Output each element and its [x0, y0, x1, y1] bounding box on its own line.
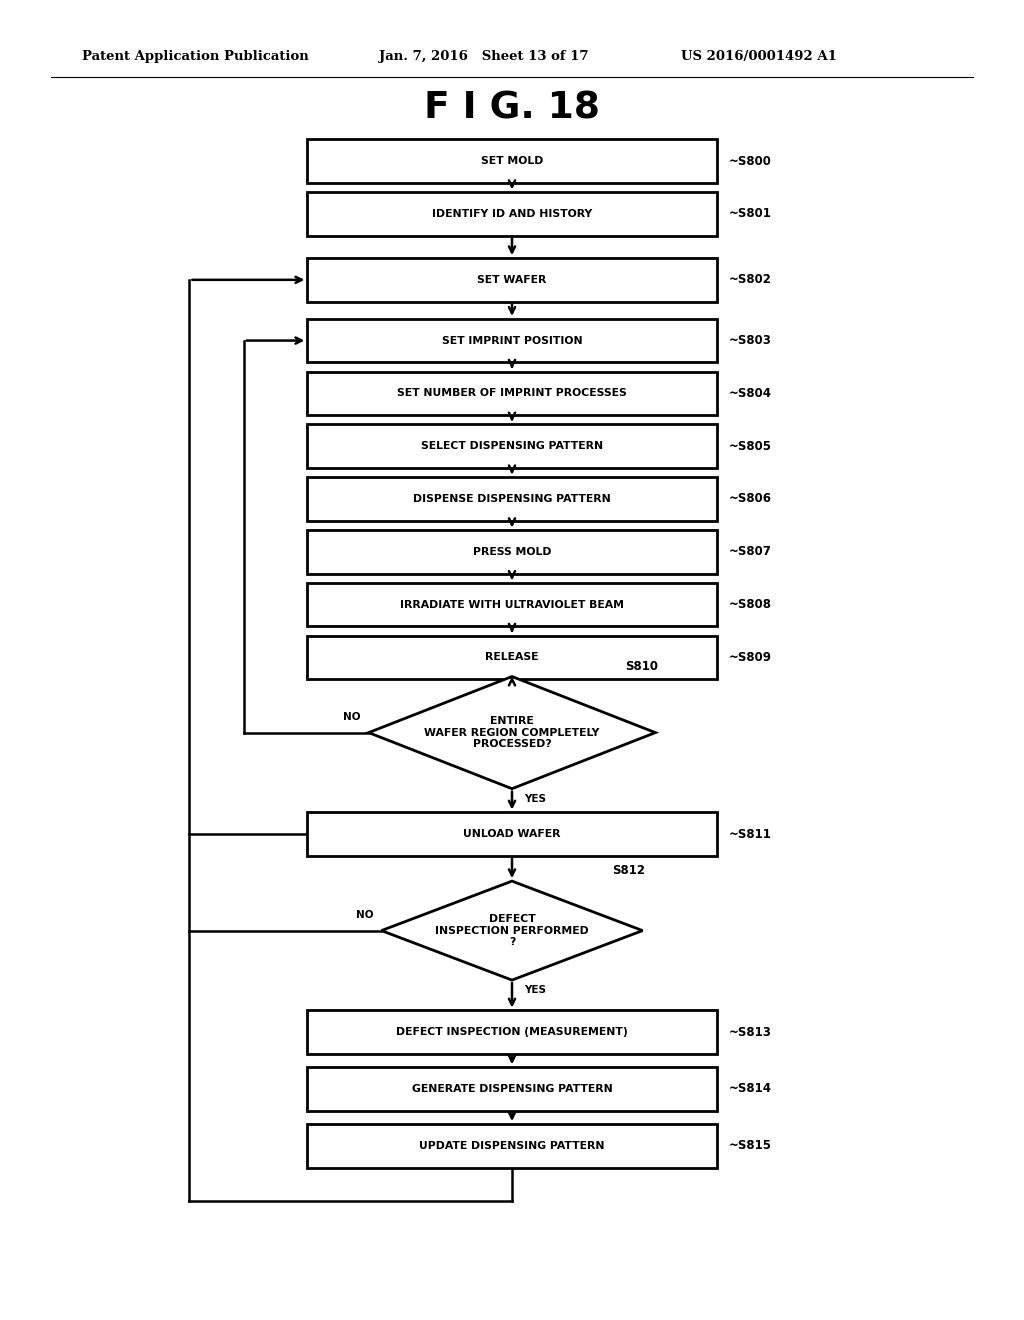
- Text: UPDATE DISPENSING PATTERN: UPDATE DISPENSING PATTERN: [419, 1140, 605, 1151]
- Text: ~S815: ~S815: [729, 1139, 772, 1152]
- FancyBboxPatch shape: [307, 372, 717, 414]
- Text: DEFECT
INSPECTION PERFORMED
?: DEFECT INSPECTION PERFORMED ?: [435, 913, 589, 948]
- Text: ~S809: ~S809: [729, 651, 772, 664]
- Text: PRESS MOLD: PRESS MOLD: [473, 546, 551, 557]
- Text: ~S811: ~S811: [729, 828, 772, 841]
- FancyBboxPatch shape: [307, 424, 717, 467]
- Text: F I G. 18: F I G. 18: [424, 90, 600, 127]
- Text: S810: S810: [625, 660, 657, 672]
- Text: ~S807: ~S807: [729, 545, 772, 558]
- Text: ~S802: ~S802: [729, 273, 772, 286]
- Text: SET WAFER: SET WAFER: [477, 275, 547, 285]
- Text: YES: YES: [524, 795, 546, 804]
- FancyBboxPatch shape: [307, 477, 717, 520]
- Text: ~S803: ~S803: [729, 334, 772, 347]
- Text: ~S804: ~S804: [729, 387, 772, 400]
- Text: IDENTIFY ID AND HISTORY: IDENTIFY ID AND HISTORY: [432, 209, 592, 219]
- Text: DEFECT INSPECTION (MEASUREMENT): DEFECT INSPECTION (MEASUREMENT): [396, 1027, 628, 1038]
- FancyBboxPatch shape: [307, 529, 717, 573]
- Text: ~S814: ~S814: [729, 1082, 772, 1096]
- Text: US 2016/0001492 A1: US 2016/0001492 A1: [681, 50, 837, 63]
- Text: RELEASE: RELEASE: [485, 652, 539, 663]
- Text: GENERATE DISPENSING PATTERN: GENERATE DISPENSING PATTERN: [412, 1084, 612, 1094]
- Text: SET MOLD: SET MOLD: [481, 156, 543, 166]
- Text: UNLOAD WAFER: UNLOAD WAFER: [463, 829, 561, 840]
- FancyBboxPatch shape: [307, 1123, 717, 1167]
- Text: ~S800: ~S800: [729, 154, 772, 168]
- Text: Jan. 7, 2016   Sheet 13 of 17: Jan. 7, 2016 Sheet 13 of 17: [379, 50, 589, 63]
- FancyBboxPatch shape: [307, 140, 717, 182]
- FancyBboxPatch shape: [307, 191, 717, 235]
- Text: DISPENSE DISPENSING PATTERN: DISPENSE DISPENSING PATTERN: [413, 494, 611, 504]
- Text: ~S805: ~S805: [729, 440, 772, 453]
- FancyBboxPatch shape: [307, 1067, 717, 1111]
- Text: ENTIRE
WAFER REGION COMPLETELY
PROCESSED?: ENTIRE WAFER REGION COMPLETELY PROCESSED…: [424, 715, 600, 750]
- Text: SET NUMBER OF IMPRINT PROCESSES: SET NUMBER OF IMPRINT PROCESSES: [397, 388, 627, 399]
- FancyBboxPatch shape: [307, 1011, 717, 1053]
- Text: SET IMPRINT POSITION: SET IMPRINT POSITION: [441, 335, 583, 346]
- Text: ~S808: ~S808: [729, 598, 772, 611]
- Text: ~S813: ~S813: [729, 1026, 772, 1039]
- FancyBboxPatch shape: [307, 259, 717, 301]
- Text: IRRADIATE WITH ULTRAVIOLET BEAM: IRRADIATE WITH ULTRAVIOLET BEAM: [400, 599, 624, 610]
- Text: NO: NO: [355, 909, 373, 920]
- FancyBboxPatch shape: [307, 582, 717, 626]
- FancyBboxPatch shape: [307, 636, 717, 678]
- FancyBboxPatch shape: [307, 813, 717, 857]
- Text: Patent Application Publication: Patent Application Publication: [82, 50, 308, 63]
- Text: S812: S812: [611, 865, 645, 878]
- Polygon shape: [369, 676, 655, 788]
- Text: ~S801: ~S801: [729, 207, 772, 220]
- Text: ~S806: ~S806: [729, 492, 772, 506]
- Text: YES: YES: [524, 985, 546, 995]
- Text: NO: NO: [343, 711, 360, 722]
- Text: SELECT DISPENSING PATTERN: SELECT DISPENSING PATTERN: [421, 441, 603, 451]
- Polygon shape: [381, 882, 643, 979]
- FancyBboxPatch shape: [307, 318, 717, 362]
